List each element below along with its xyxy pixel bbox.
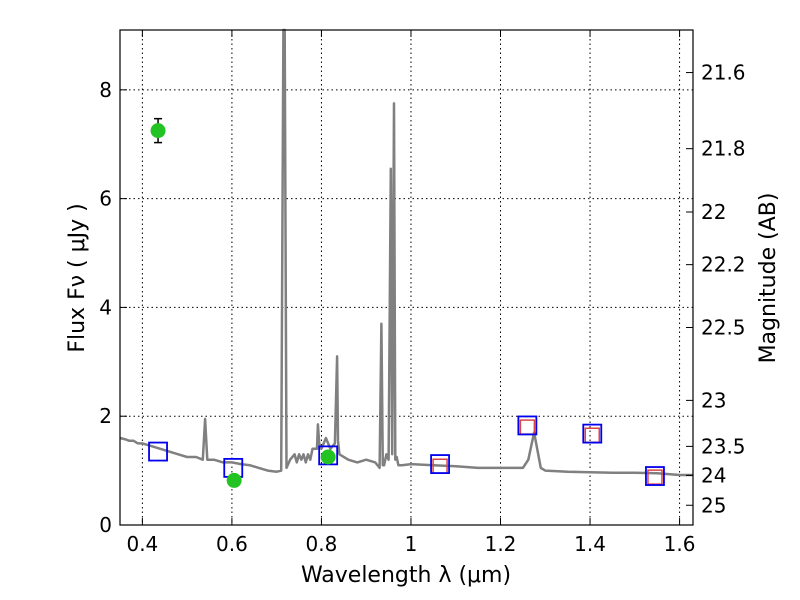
synthetic-photometry-box <box>647 469 663 485</box>
x-tick-label: 1.4 <box>574 532 606 556</box>
y-tick-label: 8 <box>99 78 112 102</box>
photometry-boxes <box>148 415 665 486</box>
model-photometry-box <box>517 415 538 436</box>
model-photometry-box <box>645 466 665 486</box>
y-tick-label: 4 <box>99 295 112 319</box>
observed-data-point <box>150 123 166 139</box>
y-axis-ticks: 0 2 4 6 8 <box>99 78 127 537</box>
spectrum-line <box>119 28 693 477</box>
y-tick-label: 6 <box>99 187 112 211</box>
x-tick-label: 1.6 <box>664 532 696 556</box>
y2-axis-label: Magnitude (AB) <box>756 193 781 364</box>
observed-points <box>150 117 336 488</box>
x-tick-label: 1.2 <box>485 532 517 556</box>
y2-tick-label: 22 <box>701 200 726 224</box>
y2-tick-label: 21.6 <box>701 61 746 85</box>
x-axis-label: Wavelength λ (μm) <box>301 563 511 588</box>
synthetic-photometry-box <box>519 419 536 435</box>
x-tick-label: 0.4 <box>126 532 158 556</box>
plot-area <box>119 28 693 488</box>
y-tick-label: 0 <box>99 513 112 537</box>
x-tick-label: 1 <box>405 532 418 556</box>
model-photometry-box <box>582 423 603 444</box>
y2-tick-label: 22.2 <box>701 253 746 277</box>
y-axis-label: Flux Fν ( μJy ) <box>65 203 90 352</box>
y2-axis-ticks: 21.6 21.8 22 22.2 22.5 23 23.5 24 25 <box>686 61 746 517</box>
y2-tick-label: 23.5 <box>701 434 746 458</box>
y2-tick-label: 22.5 <box>701 316 746 340</box>
y2-tick-label: 23 <box>701 388 726 412</box>
y2-tick-label: 25 <box>701 493 726 517</box>
plot-frame <box>119 29 694 526</box>
y-tick-label: 2 <box>99 404 112 428</box>
y2-tick-label: 24 <box>701 463 726 487</box>
y2-tick-label: 21.8 <box>701 137 746 161</box>
observed-data-point <box>320 449 336 465</box>
observed-data-point <box>226 472 242 488</box>
x-axis-ticks: 0.4 0.6 0.8 1 1.2 1.4 1.6 <box>126 30 695 556</box>
x-tick-label: 0.6 <box>216 532 248 556</box>
synthetic-photometry-box <box>584 427 601 443</box>
model-photometry-box <box>430 454 450 474</box>
x-tick-label: 0.8 <box>306 532 338 556</box>
model-photometry-box <box>148 441 168 462</box>
